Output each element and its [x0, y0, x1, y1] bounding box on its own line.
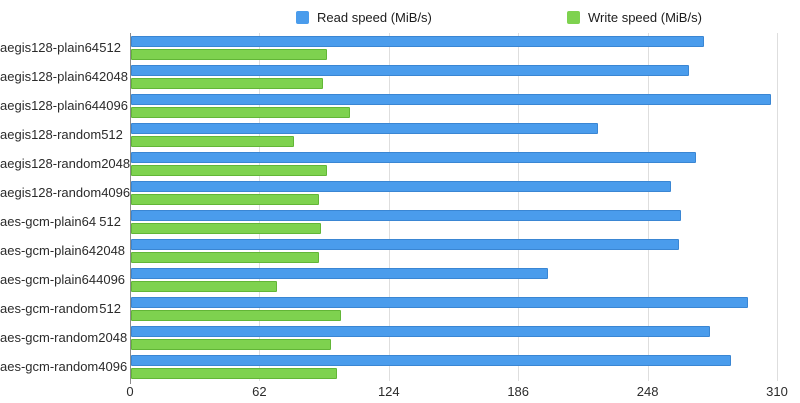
read-speed-bar — [131, 35, 705, 47]
bar-group — [131, 265, 777, 294]
write-speed-bar — [131, 251, 319, 263]
plot-area — [130, 33, 778, 384]
read-speed-bar — [131, 354, 732, 366]
write-speed-bar — [131, 77, 323, 89]
category-name: aes-gcm-random — [0, 301, 99, 316]
category-name: aegis128-random — [0, 185, 102, 200]
category-block-size: 4096 — [99, 98, 128, 113]
write-speed-bar — [131, 48, 327, 60]
write-speed-bar — [131, 280, 277, 292]
legend-item-write: Write speed (MiB/s) — [567, 11, 702, 24]
category-label: aegis128-random 2048 — [0, 149, 130, 178]
write-speed-bar — [131, 193, 319, 205]
category-block-size: 2048 — [98, 330, 128, 345]
category-block-size: 512 — [99, 301, 121, 316]
category-label: aes-gcm-plain64 512 — [0, 207, 121, 236]
read-series-label: Read speed (MiB/s) — [317, 10, 432, 25]
x-tick-label: 62 — [252, 384, 267, 399]
gridline — [259, 33, 261, 381]
category-block-size: 4096 — [101, 185, 131, 200]
category-name: aegis128-random — [0, 127, 102, 142]
x-tick-label: 124 — [377, 384, 400, 399]
read-speed-bar — [131, 122, 598, 134]
bar-group — [131, 149, 777, 178]
read-speed-bar — [131, 325, 711, 337]
write-speed-bar — [131, 222, 321, 234]
category-label: aes-gcm-plain64 2048 — [0, 236, 125, 265]
x-tick-label: 248 — [636, 384, 659, 399]
category-block-size: 512 — [99, 214, 121, 229]
read-speed-bar — [131, 151, 696, 163]
category-name: aegis128-random — [0, 156, 102, 171]
bar-group — [131, 33, 777, 62]
category-name: aegis128-plain64 — [0, 69, 100, 84]
category-name: aes-gcm-random — [0, 330, 99, 345]
category-name: aes-gcm-plain64 — [0, 272, 97, 287]
bar-group — [131, 91, 777, 120]
bar-group — [131, 294, 777, 323]
category-axis: aegis128-plain64 512 aegis128-plain64 2048 a… — [0, 33, 130, 381]
category-label: aegis128-random 4096 — [0, 178, 130, 207]
bar-group — [131, 62, 777, 91]
read-speed-bar — [131, 64, 690, 76]
category-label: aes-gcm-random 4096 — [0, 352, 127, 381]
gridline — [647, 33, 649, 381]
category-name: aes-gcm-plain64 — [0, 243, 97, 258]
x-tick-label: 0 — [126, 384, 134, 399]
bar-group — [131, 323, 777, 352]
write-speed-bar — [131, 309, 342, 321]
category-block-size: 512 — [99, 40, 121, 55]
category-label: aes-gcm-random 512 — [0, 294, 121, 323]
bar-group — [131, 352, 777, 381]
read-speed-bar — [131, 238, 680, 250]
read-speed-bar — [131, 296, 748, 308]
write-speed-bar — [131, 106, 350, 118]
category-label: aegis128-random 512 — [0, 120, 123, 149]
read-speed-bar — [131, 267, 548, 279]
gridline — [777, 33, 778, 381]
write-speed-bar — [131, 367, 338, 379]
write-speed-bar — [131, 338, 332, 350]
category-label: aes-gcm-plain64 4096 — [0, 265, 125, 294]
category-name: aes-gcm-plain64 — [0, 214, 97, 229]
gridline — [388, 33, 390, 381]
category-block-size: 2048 — [101, 156, 131, 171]
read-speed-bar — [131, 180, 671, 192]
category-label: aegis128-plain64 4096 — [0, 91, 128, 120]
write-series-label: Write speed (MiB/s) — [588, 10, 702, 25]
category-block-size: 2048 — [99, 69, 128, 84]
legend-item-read: Read speed (MiB/s) — [296, 11, 432, 24]
category-label: aegis128-plain64 2048 — [0, 62, 128, 91]
y-axis-line — [130, 33, 131, 384]
bar-group — [131, 236, 777, 265]
category-label: aegis128-plain64 512 — [0, 33, 121, 62]
category-name: aegis128-plain64 — [0, 98, 100, 113]
category-label: aes-gcm-random 2048 — [0, 323, 127, 352]
read-speed-bar — [131, 93, 771, 105]
x-tick-label: 186 — [507, 384, 530, 399]
bar-group — [131, 178, 777, 207]
bar-group — [131, 207, 777, 236]
category-block-size: 2048 — [96, 243, 126, 258]
category-block-size: 4096 — [96, 272, 126, 287]
write-speed-bar — [131, 164, 327, 176]
read-speed-bar — [131, 209, 682, 221]
write-speed-bar — [131, 135, 294, 147]
category-block-size: 512 — [101, 127, 123, 142]
category-block-size: 4096 — [98, 359, 128, 374]
bar-group — [131, 120, 777, 149]
category-name: aes-gcm-random — [0, 359, 99, 374]
category-name: aegis128-plain64 — [0, 40, 100, 55]
gridline — [518, 33, 520, 381]
x-tick-label: 310 — [766, 384, 788, 399]
read-series-swatch — [296, 11, 309, 24]
write-series-swatch — [567, 11, 580, 24]
